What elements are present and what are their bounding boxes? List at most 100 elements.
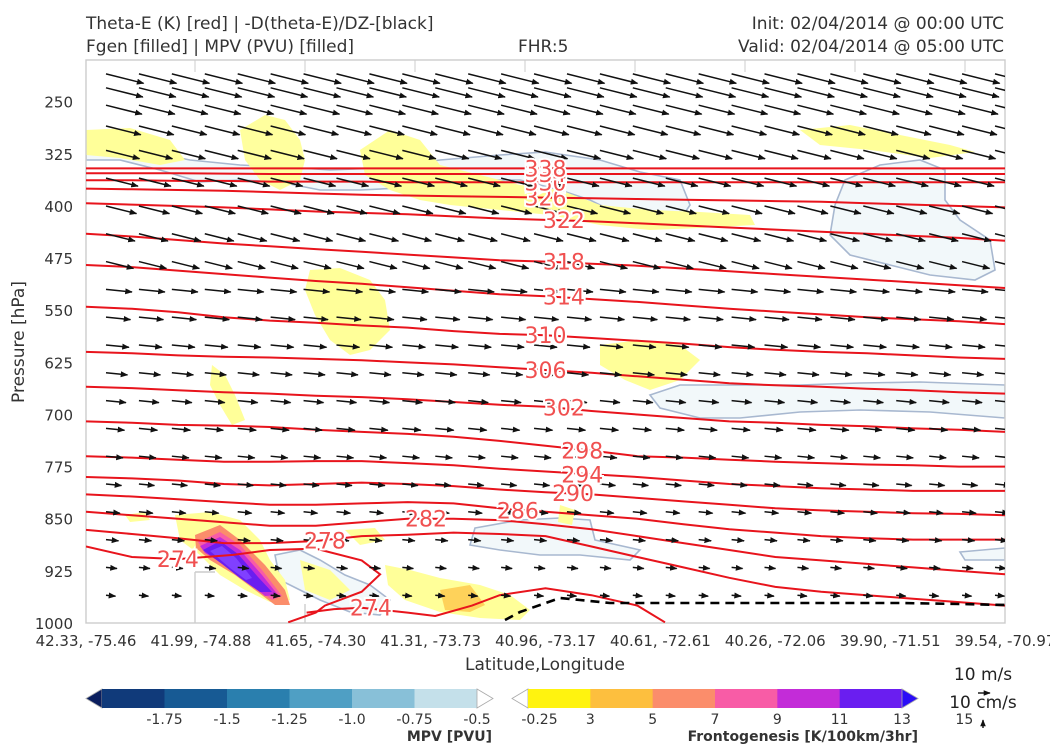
theta-e-label: 314 <box>543 285 585 310</box>
wind-vector <box>435 104 472 116</box>
wind-vector <box>961 87 1000 99</box>
wind-vector <box>764 233 795 243</box>
theta-e-contour <box>86 385 1005 433</box>
wind-vector <box>665 398 687 405</box>
wind-vector <box>369 426 389 433</box>
wind-vector <box>698 426 718 433</box>
x-axis-label: Latitude,Longitude <box>465 655 625 675</box>
theta-e-label: 278 <box>304 529 346 554</box>
wind-vector <box>830 125 866 137</box>
wind-vector <box>435 315 461 322</box>
fgen-region <box>558 505 575 525</box>
wind-vector <box>105 104 143 116</box>
wind-vector <box>797 592 808 599</box>
theta-e-contour <box>86 510 1005 576</box>
wind-vector <box>665 149 700 161</box>
wind-vector <box>402 233 433 243</box>
wind-vector <box>961 371 985 378</box>
wind-vector <box>764 104 802 116</box>
wind-vector <box>369 73 408 85</box>
wind-vector <box>303 592 314 599</box>
theta-e-label: 322 <box>543 209 585 234</box>
wind-vector <box>797 371 820 378</box>
wind-vector <box>797 564 810 571</box>
wind-vector <box>237 125 274 137</box>
wind-vector <box>237 260 266 270</box>
wind-vector <box>830 73 869 85</box>
wind-vector <box>303 125 340 137</box>
top-ticks <box>194 60 966 72</box>
wind-vector <box>961 481 979 488</box>
wind-vector <box>896 149 931 161</box>
wind-vector <box>961 592 973 599</box>
wind-vector <box>797 125 833 137</box>
wind-vectors <box>105 73 1005 599</box>
wind-vector <box>468 481 485 488</box>
wind-vector <box>896 125 932 137</box>
wind-vector <box>237 343 262 350</box>
theta-e-label: 286 <box>497 499 539 524</box>
wind-vector <box>665 87 704 99</box>
wind-vector <box>665 564 678 571</box>
wind-vector <box>171 177 205 188</box>
wind-vector <box>764 371 787 378</box>
wind-vector <box>237 398 259 405</box>
x-tick-label: 42.33, -75.46 <box>36 632 137 650</box>
wind-vector <box>632 426 653 433</box>
wind-vector <box>599 315 626 322</box>
wind-vector <box>270 398 292 405</box>
wind-vector <box>533 205 566 215</box>
wind-vector <box>830 104 868 116</box>
wind-vector <box>204 260 234 270</box>
wind-vector <box>500 125 537 137</box>
wind-vector <box>764 177 798 188</box>
wind-vector <box>698 260 727 270</box>
wind-vector <box>105 454 124 461</box>
theta-e-label: 274 <box>350 597 392 622</box>
wind-vector <box>731 426 751 433</box>
wind-vector <box>632 73 672 85</box>
wind-vector <box>764 288 792 295</box>
wind-vector <box>764 315 790 322</box>
wind-vector <box>270 288 298 295</box>
wind-vector <box>961 564 974 571</box>
y-axis: 250 325 400 475 550 625 700 775 850 925 1000 <box>35 94 73 633</box>
wind-vector <box>237 73 277 85</box>
wind-vector <box>138 592 150 599</box>
theta-e-label: 306 <box>525 359 567 384</box>
wind-vector <box>105 398 127 405</box>
wind-vector <box>303 343 328 350</box>
wind-vector <box>929 315 955 322</box>
wind-vector <box>731 125 768 137</box>
wind-vector <box>468 260 497 270</box>
wind-vector <box>171 260 201 270</box>
wind-vector <box>204 371 228 378</box>
wind-vector <box>896 454 914 461</box>
wind-vector <box>336 149 371 161</box>
wind-vector <box>105 125 142 137</box>
wind-vector <box>204 73 244 85</box>
wind-vector <box>797 177 831 188</box>
title-line-2: Fgen [filled] | MPV (PVU) [filled] <box>86 37 355 57</box>
wind-vector <box>599 288 627 295</box>
wind-vector <box>764 481 781 488</box>
theta-e-label: 274 <box>157 548 199 573</box>
theta-e-contour <box>86 202 1005 242</box>
wind-vector <box>105 73 145 85</box>
wind-vector <box>270 260 299 270</box>
forecast-hour: FHR:5 <box>518 37 569 57</box>
colorbar-swatch <box>164 689 228 708</box>
wind-vector <box>402 426 422 433</box>
wind-vector <box>237 564 250 571</box>
wind-vector <box>731 592 742 599</box>
wind-vector <box>402 73 441 85</box>
wind-vector <box>863 454 882 461</box>
wind-vector <box>369 481 386 488</box>
wind-vector <box>468 537 482 544</box>
wind-vector <box>237 233 268 243</box>
fgen-region <box>800 125 975 158</box>
wind-vector <box>698 371 721 378</box>
wind-vector <box>961 205 994 215</box>
theta-e-contour <box>86 305 1005 360</box>
